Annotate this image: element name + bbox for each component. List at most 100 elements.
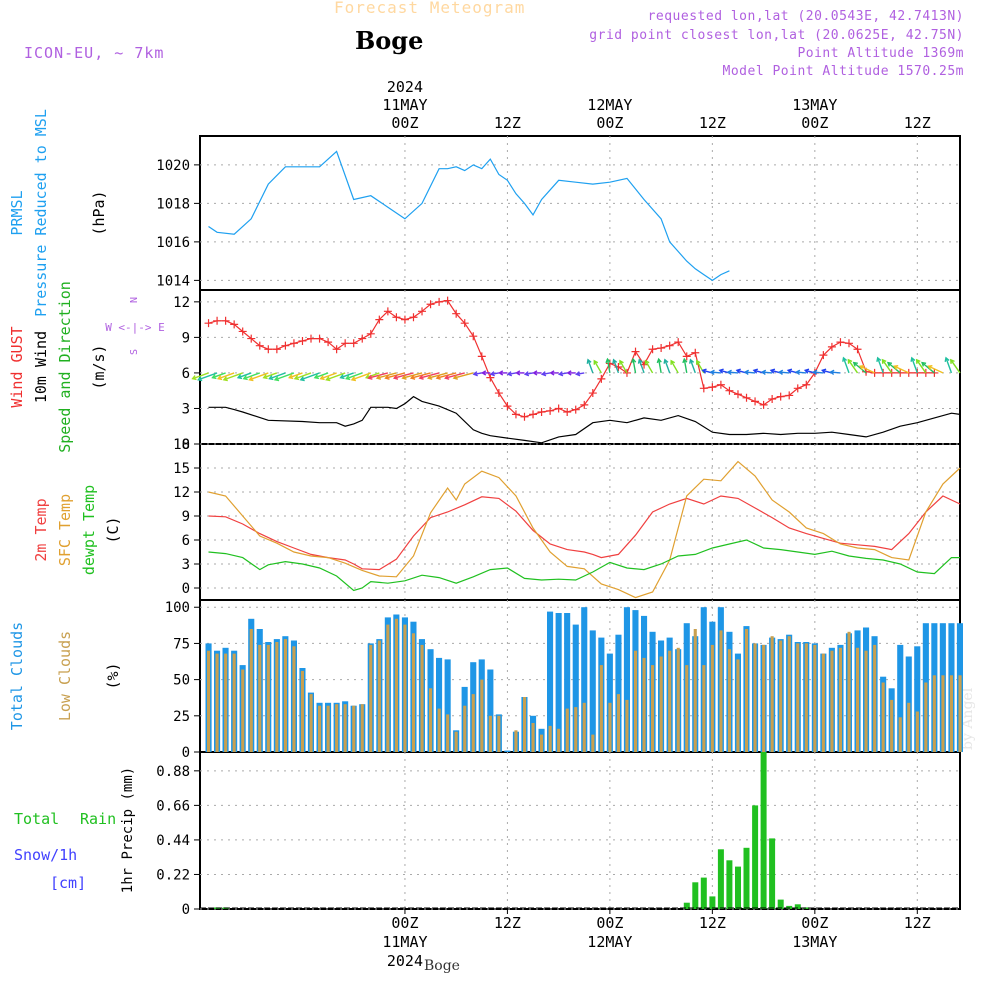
- wind-arrow: [612, 359, 620, 374]
- gust-marker: [563, 408, 572, 417]
- low-cloud-bar: [471, 694, 475, 752]
- wind-arrow-head: [777, 369, 784, 375]
- low-cloud-bar: [582, 702, 586, 752]
- low-cloud-bar: [719, 630, 723, 752]
- wind-arrow: [587, 359, 594, 374]
- total-cloud-bar: [914, 646, 921, 752]
- gust-marker: [819, 351, 828, 360]
- low-cloud-bar: [949, 675, 953, 752]
- low-cloud-bar: [616, 694, 620, 752]
- wind-arrow: [445, 372, 465, 379]
- bottom-hour-label: 00Z: [391, 914, 418, 932]
- bottom-date-label: 13MAY: [792, 933, 837, 951]
- wind-arrow-head: [735, 368, 741, 374]
- panel-precip: 0 0.22 0.44 0.66 0.88: [156, 751, 961, 918]
- wind-speed-line: [208, 395, 961, 444]
- wind-arrow-head: [786, 368, 793, 374]
- dewpt-label: dewpt Temp: [80, 485, 98, 575]
- low-cloud-bar: [659, 656, 663, 752]
- precip-bars: [200, 752, 960, 909]
- total-cloud-bar: [564, 613, 571, 752]
- low-cloud-bar: [531, 723, 535, 752]
- wind-arrow-head: [418, 374, 424, 380]
- wind-arrow-head: [549, 370, 555, 376]
- wind-arrow: [813, 371, 824, 374]
- low-cloud-bar: [625, 699, 629, 752]
- y-tick-label: 9: [182, 509, 190, 525]
- low-cloud-bar: [574, 707, 578, 752]
- top-hour-label: 00Z: [801, 114, 828, 132]
- gust-marker: [289, 339, 298, 348]
- low-cloud-bar: [608, 702, 612, 752]
- low-cloud-bar: [745, 629, 749, 752]
- gust-marker: [452, 309, 461, 318]
- y-tick-label: 9: [182, 330, 190, 346]
- model-altitude: Model Point Altitude 1570.25m: [722, 64, 964, 79]
- low-cloud-bar: [685, 665, 689, 752]
- wind-arrow-head: [656, 357, 662, 364]
- bottom-hour-label: 12Z: [904, 914, 931, 932]
- low-cloud-bar: [668, 650, 672, 752]
- gust-marker: [776, 392, 785, 401]
- gust-marker: [324, 338, 333, 347]
- low-cloud-bar: [787, 636, 791, 752]
- wind-arrow-head: [242, 375, 248, 381]
- temp-2m-line: [208, 495, 961, 571]
- wind-arrow-head: [881, 358, 887, 364]
- wind-arrow: [237, 372, 252, 379]
- wind-arrow: [619, 360, 628, 374]
- total-cloud-bar: [572, 624, 579, 752]
- wind-arrow: [921, 362, 935, 374]
- sfc-temp-label: SFC Temp: [56, 494, 74, 566]
- low-cloud-bar: [907, 702, 911, 752]
- gust-marker: [469, 332, 478, 341]
- y-tick-label: 1016: [156, 235, 190, 251]
- low-cloud-bar: [352, 705, 356, 752]
- wind-arrow: [745, 371, 756, 374]
- gust-marker: [503, 402, 512, 411]
- gust-marker: [349, 339, 358, 348]
- wind-arrow-head: [392, 374, 399, 380]
- gust-marker: [580, 400, 589, 409]
- gust-marker: [255, 341, 264, 350]
- wind-arrow: [859, 365, 875, 374]
- low-cloud-bar: [838, 647, 842, 752]
- wind-arrow: [294, 372, 312, 380]
- gust-line: [208, 300, 935, 418]
- wind-arrow: [911, 357, 918, 374]
- low-cloud-bar: [958, 675, 962, 752]
- wind-arrow: [644, 360, 654, 374]
- clouds-unit: (%): [104, 662, 122, 689]
- gust-marker: [341, 339, 350, 348]
- wind-arrow: [853, 362, 867, 374]
- wind-arrow: [606, 359, 611, 374]
- bottom-hour-label: 00Z: [801, 914, 828, 932]
- gust-marker: [213, 316, 222, 325]
- rain-bar: [769, 838, 776, 909]
- low-cloud-bar: [890, 699, 894, 752]
- wind-arrow-head: [893, 365, 899, 370]
- wind-arrow: [632, 359, 637, 374]
- low-cloud-bar: [326, 705, 330, 752]
- temp-dewpt-line: [208, 539, 960, 592]
- low-cloud-bar: [591, 734, 595, 752]
- wind-arrow-head: [339, 374, 345, 380]
- rain-bar: [786, 905, 793, 909]
- y-tick-label: 12: [173, 485, 190, 501]
- point-altitude: Point Altitude 1369m: [797, 46, 964, 61]
- wind-arrow: [365, 372, 380, 379]
- wind-arrow-head: [268, 375, 274, 381]
- wind-unit: (m/s): [90, 344, 108, 389]
- gust-marker: [409, 313, 418, 322]
- low-cloud-bar: [634, 650, 638, 752]
- gust-marker: [691, 348, 700, 357]
- wind-arrow-head: [532, 370, 538, 376]
- wind-arrow: [340, 372, 354, 379]
- wind-arrow-head: [718, 368, 724, 374]
- top-hour-label: 12Z: [904, 114, 931, 132]
- wind-arrow-head: [211, 374, 217, 380]
- y-tick-label: 0.66: [156, 798, 190, 814]
- y-tick-label: 18: [173, 437, 190, 453]
- wind-arrow: [428, 372, 448, 379]
